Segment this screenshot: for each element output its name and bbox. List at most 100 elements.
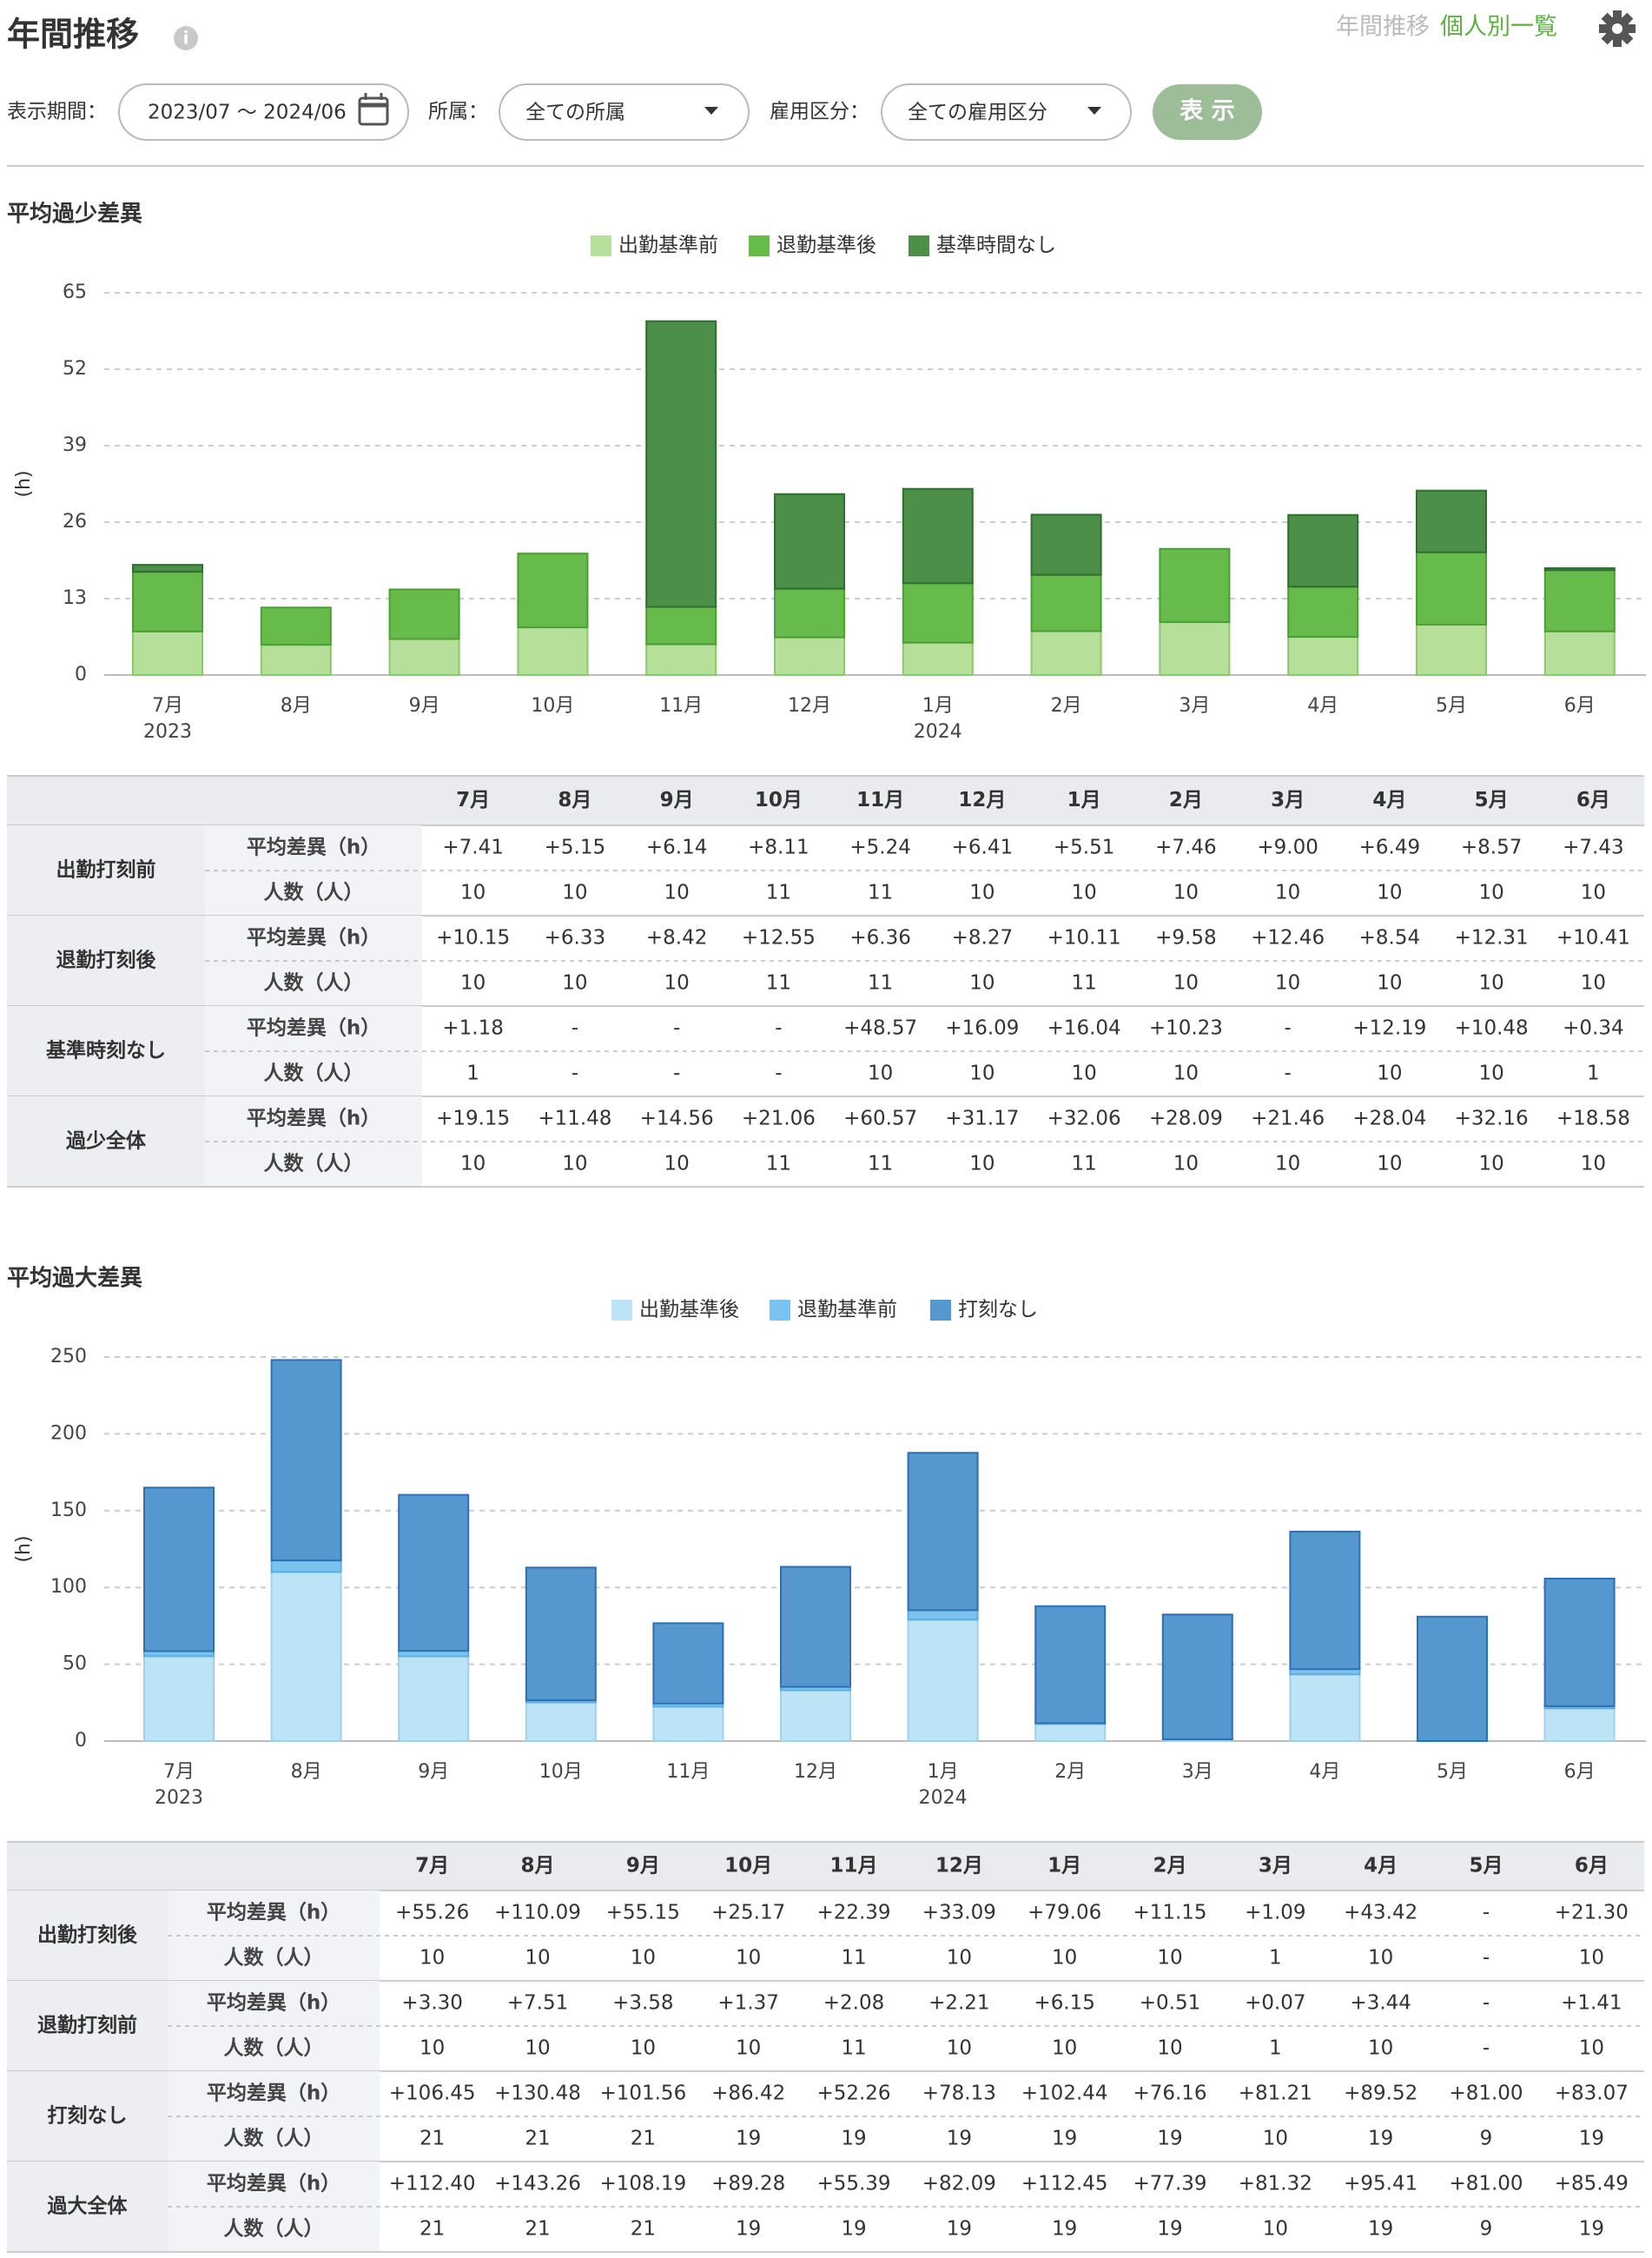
table-cell: +14.56 (640, 1108, 714, 1130)
table-cell: +2.08 (823, 1992, 884, 2015)
table-cell: 10 (969, 972, 995, 995)
table-cell: 19 (1157, 2128, 1182, 2150)
table-cell: +25.17 (711, 1902, 785, 1924)
show-button[interactable] (1153, 84, 1262, 140)
table-cell: +78.13 (922, 2083, 996, 2105)
table-cell: 10 (1157, 2037, 1182, 2060)
table-cell: +6.49 (1359, 837, 1420, 859)
table-cell: +81.00 (1449, 2173, 1523, 2195)
bar-segment (1417, 1615, 1488, 1742)
table-cell: 10 (969, 882, 995, 904)
table-header-bg (7, 776, 1644, 825)
table-cell: +5.51 (1054, 837, 1114, 859)
bar-segment (1289, 1530, 1361, 1671)
table-cell: +85.49 (1555, 2173, 1629, 2195)
info-icon[interactable] (174, 26, 198, 50)
table-month-header: 2月 (1169, 789, 1203, 811)
table-cell: +86.42 (711, 2083, 785, 2105)
bar-segment (1416, 623, 1487, 676)
table-cell: +82.09 (922, 2173, 996, 2195)
chart-title: 平均過少差異 (7, 201, 142, 228)
nav-link[interactable]: 年間推移 (1336, 14, 1430, 41)
table-cell: 10 (969, 1153, 995, 1175)
table-header-bg (7, 1842, 1644, 1890)
bar-segment (1543, 630, 1616, 676)
table-cell: 10 (969, 1063, 995, 1085)
table-cell: - (1483, 1947, 1490, 1970)
table-cell: 10 (1579, 1947, 1604, 1970)
show-button-label: 表 示 (1180, 98, 1234, 125)
y-tick-label: 250 (50, 1346, 87, 1367)
bar-segment (1030, 573, 1102, 632)
table-month-header: 11月 (856, 789, 904, 811)
table-cell: 19 (1052, 2218, 1077, 2241)
table-cell: 19 (1368, 2128, 1393, 2150)
table-month-header: 1月 (1047, 1855, 1081, 1877)
table-cell: 11 (868, 972, 893, 995)
table-cell: 10 (460, 972, 486, 995)
table-cell: 10 (460, 882, 486, 904)
bar-segment (1543, 1707, 1616, 1742)
table-month-header: 8月 (558, 789, 591, 811)
table-cell: - (1483, 1992, 1490, 2015)
table-cell: 10 (1173, 1063, 1199, 1085)
settings-icon[interactable] (1599, 10, 1635, 47)
table-cell: 10 (1275, 1153, 1300, 1175)
nav-link[interactable]: 個人別一覧 (1440, 14, 1557, 41)
bar-segment (388, 638, 460, 677)
table-cell: 19 (1052, 2128, 1077, 2150)
x-tick-label: 2月 (1051, 695, 1082, 717)
table-cell: +0.51 (1140, 1992, 1200, 2015)
group-label-bg (7, 1890, 168, 1981)
bar-segment (132, 630, 203, 677)
date-range-input[interactable] (118, 83, 409, 141)
table-cell: 10 (562, 1153, 587, 1175)
bar-segment (1416, 551, 1487, 626)
table-cell: 1 (1587, 1063, 1600, 1085)
row-label: 平均差異（h） (247, 1016, 380, 1040)
bar-segment (780, 1566, 851, 1688)
x-tick-label: 3月 (1182, 1761, 1213, 1783)
x-year-label: 2023 (155, 1787, 203, 1809)
dept-select[interactable] (499, 83, 750, 141)
employment-select[interactable] (881, 83, 1132, 141)
bar-segment (907, 1619, 979, 1742)
y-tick-label: 100 (50, 1576, 87, 1598)
group-label: 出勤打刻前 (56, 858, 156, 882)
table-cell: 19 (1579, 2128, 1604, 2150)
y-tick-label: 13 (63, 587, 87, 609)
table-cell: 11 (868, 882, 893, 904)
table-month-header: 3月 (1259, 1855, 1292, 1877)
calendar-icon[interactable] (358, 93, 389, 126)
x-tick-label: 5月 (1437, 1761, 1468, 1783)
group-label-bg (7, 1096, 205, 1187)
row-label: 人数（人） (224, 2127, 324, 2150)
table-cell: +9.00 (1257, 837, 1318, 859)
bar-segment (1416, 489, 1487, 553)
bar-segment (1287, 636, 1359, 676)
table-cell: +52.26 (816, 2083, 890, 2105)
table-cell: +10.48 (1455, 1017, 1529, 1040)
legend-swatch (749, 235, 770, 256)
table-cell: +60.57 (843, 1108, 917, 1130)
table-cell: +6.33 (545, 927, 605, 950)
table-month-header: 11月 (829, 1855, 877, 1877)
employment-select-value: 全ての雇用区分 (908, 102, 1047, 124)
y-tick-label: 26 (63, 511, 87, 533)
bar-segment (1159, 621, 1231, 676)
x-tick-label: 5月 (1436, 695, 1467, 717)
bar-segment (260, 644, 332, 677)
table-cell: +33.09 (922, 1902, 996, 1924)
table-cell: 21 (420, 2218, 445, 2241)
table-cell: +18.58 (1556, 1108, 1630, 1130)
table-cell: +21.30 (1555, 1902, 1629, 1924)
bar-segment (270, 1359, 342, 1562)
table-cell: +19.15 (436, 1108, 510, 1130)
table-cell: 10 (947, 1947, 972, 1970)
table-cell: +43.42 (1344, 1902, 1417, 1924)
table-cell: 10 (1173, 972, 1199, 995)
table-month-header: 12月 (935, 1855, 983, 1877)
table-cell: +130.48 (494, 2083, 581, 2105)
table-month-header: 6月 (1575, 1855, 1609, 1877)
